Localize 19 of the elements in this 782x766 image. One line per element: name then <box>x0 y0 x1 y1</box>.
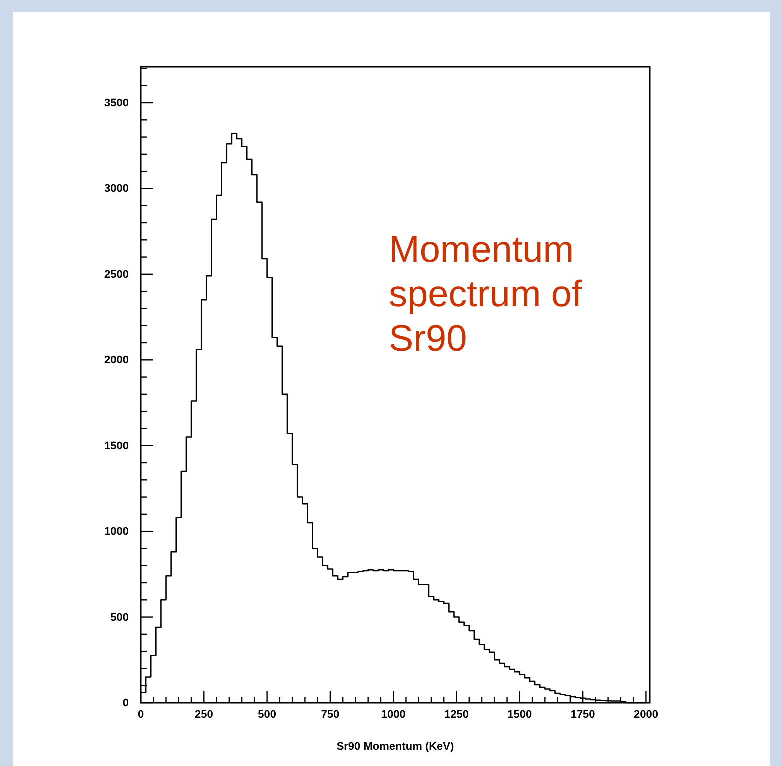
annotation: Momentum spectrum of Sr90 <box>389 229 584 359</box>
x-tick-label: 1750 <box>570 709 596 722</box>
y-tick-label: 3500 <box>104 98 129 110</box>
x-tick-label: 750 <box>321 709 340 722</box>
y-tick-label: 1500 <box>104 440 129 452</box>
x-tick-label: 500 <box>258 709 276 722</box>
x-tick-label: 1500 <box>508 709 532 722</box>
y-tick-label: 2000 <box>104 354 129 367</box>
y-tick-label: 3000 <box>104 183 129 196</box>
x-tick-label: 1000 <box>381 709 406 722</box>
y-tick-label: 1000 <box>104 526 129 538</box>
x-tick-label: 1250 <box>444 709 469 722</box>
x-tick-label: 250 <box>194 709 214 722</box>
y-tick-label: 2500 <box>104 268 129 281</box>
x-tick-label: 2000 <box>634 709 658 722</box>
x-axis-title: Sr90 Momentum (KeV) <box>336 741 455 753</box>
y-tick-label: 0 <box>122 698 129 710</box>
x-tick-label: 0 <box>138 709 144 722</box>
y-tick-label: 500 <box>110 612 129 624</box>
